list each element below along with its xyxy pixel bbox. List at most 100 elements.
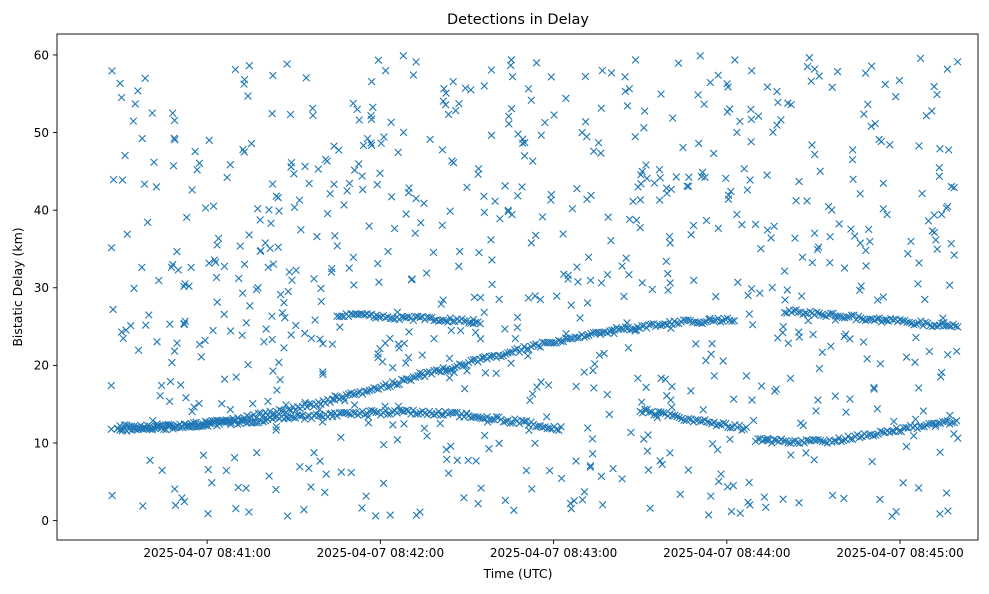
data-point (280, 298, 288, 307)
data-point (317, 297, 326, 306)
data-point (460, 384, 469, 393)
data-point (668, 114, 677, 122)
data-point (363, 134, 372, 143)
data-point (814, 435, 822, 444)
data-point (446, 442, 455, 451)
data-point (182, 213, 191, 222)
data-point (698, 168, 707, 177)
data-point (631, 56, 640, 64)
data-point (745, 310, 754, 318)
data-point (862, 432, 871, 440)
data-point (876, 359, 885, 368)
data-point (702, 356, 710, 365)
data-point (637, 398, 646, 406)
axes-frame (56, 33, 979, 541)
data-point (442, 365, 451, 373)
data-point (697, 172, 706, 181)
data-point (668, 403, 676, 412)
y-tick-label: 20 (34, 359, 49, 373)
data-point (873, 405, 882, 413)
data-point (837, 437, 845, 446)
data-point (856, 239, 865, 247)
data-point (655, 165, 664, 174)
data-point (604, 213, 612, 222)
data-point (622, 254, 630, 262)
data-point (308, 104, 317, 113)
data-point (371, 314, 380, 322)
data-point (636, 223, 644, 232)
data-point (538, 423, 547, 432)
data-point (182, 393, 190, 402)
data-point (109, 305, 117, 314)
data-point (700, 100, 708, 109)
data-point (727, 187, 735, 196)
data-point (314, 411, 323, 420)
data-point (835, 434, 843, 442)
data-point (821, 438, 829, 446)
data-point (763, 434, 772, 443)
data-point (252, 285, 261, 294)
data-point (315, 405, 324, 414)
data-point (303, 403, 311, 411)
data-point (277, 406, 286, 415)
data-point (632, 216, 641, 224)
data-point (269, 71, 277, 80)
data-point (365, 222, 373, 230)
data-point (911, 358, 919, 367)
data-point (850, 232, 859, 240)
data-point (222, 418, 230, 426)
data-point (867, 122, 875, 131)
data-point (208, 478, 216, 487)
data-point (153, 422, 162, 431)
data-point (597, 104, 606, 113)
data-point (420, 199, 428, 208)
data-point (261, 239, 270, 247)
data-point (537, 131, 546, 140)
data-point (770, 222, 778, 231)
data-point (272, 422, 281, 431)
data-point (407, 376, 415, 385)
data-point (323, 209, 332, 218)
data-point (621, 73, 629, 81)
data-point (828, 438, 836, 447)
data-point (667, 324, 675, 333)
data-point (476, 293, 485, 302)
data-point (336, 323, 344, 331)
data-point (724, 195, 733, 203)
data-point (709, 316, 718, 325)
data-point (170, 134, 179, 142)
data-point (432, 366, 441, 374)
data-point (794, 308, 803, 317)
data-point (873, 296, 882, 304)
data-point (270, 413, 279, 421)
data-point (373, 259, 382, 268)
data-point (746, 176, 754, 184)
data-point (676, 490, 685, 499)
data-point (846, 395, 854, 403)
data-point (409, 406, 418, 415)
data-point (402, 406, 411, 415)
data-point (896, 316, 904, 324)
data-point (369, 103, 377, 112)
data-point (787, 100, 795, 109)
data-point (873, 314, 881, 323)
data-point (777, 435, 786, 444)
data-point (381, 402, 389, 411)
data-point (238, 289, 247, 297)
data-point (820, 311, 828, 320)
data-point (125, 422, 133, 430)
data-point (215, 420, 224, 428)
data-point (469, 315, 478, 324)
data-point (580, 487, 589, 496)
data-point (547, 190, 556, 199)
data-point (799, 421, 808, 430)
data-point (310, 275, 318, 283)
data-point (157, 381, 166, 390)
data-point (745, 478, 753, 487)
data-point (513, 323, 522, 332)
data-point (545, 424, 554, 433)
data-point (713, 445, 722, 454)
data-point (340, 408, 348, 417)
data-point (655, 196, 664, 204)
data-point (416, 369, 424, 377)
